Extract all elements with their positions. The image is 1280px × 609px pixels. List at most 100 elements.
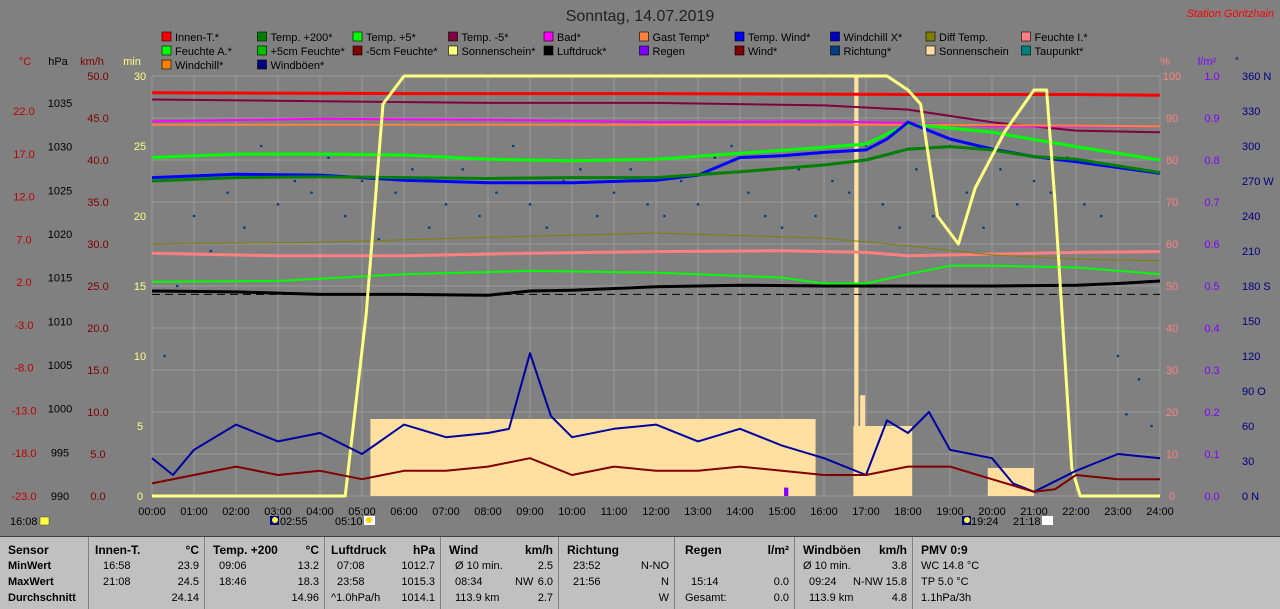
time-tick: 11:00: [601, 506, 628, 518]
legend-label: Temp. +200*: [271, 32, 334, 44]
direction-point: [427, 226, 431, 229]
direction-point: [495, 191, 498, 194]
percent-tick: 0: [1169, 491, 1175, 503]
time-tick: 06:00: [390, 506, 418, 518]
direction-point: [209, 249, 213, 253]
direction-point: [629, 168, 633, 171]
time-tick: 19:00: [936, 506, 964, 518]
druck-max-val: 1015.3: [401, 576, 435, 588]
direction-point: [163, 354, 166, 358]
degree-tick: 210: [1242, 246, 1260, 258]
direction-point: [276, 203, 280, 206]
legend-swatch: [1021, 45, 1031, 56]
direction-point: [1137, 378, 1141, 381]
statistics-panel: Sensor MinWert MaxWert Durchschnitt Inne…: [0, 536, 1280, 609]
stats-richtung-header: Richtung: [567, 543, 619, 557]
series-line: [151, 279, 1161, 297]
time-tick: 08:00: [474, 506, 502, 518]
direction-point: [579, 168, 582, 171]
axis-unit-labels: °C hPa km/h min % l/m² °: [19, 56, 1239, 68]
boeen-avg-label: Ø 10 min.: [803, 560, 851, 572]
direction-point: [545, 226, 549, 229]
left-time-label: 16:08: [10, 516, 38, 528]
time-tick: 15:00: [768, 506, 796, 518]
degree-tick: 300: [1242, 141, 1260, 153]
innen-avg-val: 24.14: [171, 592, 199, 604]
time-tick: 07:00: [432, 506, 460, 518]
legend-swatch: [257, 31, 267, 42]
sunrise-time: 05:10: [335, 516, 363, 528]
time-tick: 18:00: [894, 506, 922, 518]
legend-swatch: [830, 45, 840, 56]
line-layer: [151, 74, 1161, 498]
legend-swatch: [161, 59, 172, 70]
wind-max-val: 6.0: [537, 576, 553, 588]
time-tick: 00:00: [138, 506, 166, 518]
direction-point: [663, 214, 666, 218]
direction-point: [612, 191, 616, 194]
legend-label: Regen: [653, 46, 685, 58]
time-tick: 17:00: [852, 506, 880, 518]
time-tick: 22:00: [1062, 506, 1090, 518]
legend-swatch: [448, 31, 458, 42]
hpa-tick: 1010: [48, 316, 72, 328]
direction-point: [394, 191, 397, 194]
legend-swatch: [352, 31, 363, 42]
legend-label: -5cm Feuchte*: [366, 46, 438, 58]
degree-tick: 360 N: [1242, 71, 1271, 83]
kmh-tick: 5.0: [90, 449, 105, 461]
richtung-min-val: N-NO: [640, 560, 669, 572]
stats-temp-header: Temp. +200: [213, 543, 278, 557]
hpa-tick: 1035: [48, 98, 72, 110]
stats-innen: Innen-T. °C 16:58 23.9 21:08 24.5 24.14: [88, 537, 205, 609]
temp-avg-val: 14.96: [291, 592, 319, 604]
pmv-dewpoint: TP 5.0 °C: [921, 576, 969, 588]
percent-tick: 20: [1166, 407, 1178, 419]
direction-point: [444, 203, 448, 206]
legend-swatch: [543, 45, 554, 56]
legend-label: Temp. +5*: [366, 32, 417, 44]
time-tick: 09:00: [516, 506, 544, 518]
degree-tick: 150: [1242, 316, 1260, 328]
unit-celsius: °C: [19, 56, 31, 68]
richtung-max-time: 21:56: [573, 576, 601, 588]
lm2-tick: 0.3: [1204, 365, 1219, 377]
lm2-tick: 0.4: [1204, 323, 1219, 335]
degree-tick: 0 N: [1242, 491, 1259, 503]
direction-point: [478, 214, 481, 218]
percent-tick: 30: [1166, 365, 1178, 377]
legend-label: Richtung*: [844, 46, 892, 58]
direction-point: [377, 238, 381, 241]
x-axis-ticks: 00:00 01:00 02:00 03:00 04:00 05:00 06:00 07:00…: [138, 506, 1174, 518]
weather-chart: Sonntag, 14.07.2019 Station Göritzhain I…: [10, 8, 1274, 528]
legend-label: Temp. Wind*: [748, 32, 811, 44]
wind-mean-val: 2.7: [537, 592, 553, 604]
percent-tick: 70: [1166, 197, 1178, 209]
direction-scatter: [163, 144, 1153, 428]
legend-label: Sonnenschein: [939, 46, 1009, 58]
lm2-tick: 0.7: [1204, 197, 1219, 209]
regen-max-val: 0.0: [773, 576, 789, 588]
legend-swatch: [639, 31, 649, 42]
direction-point: [898, 226, 901, 229]
direction-point: [511, 144, 515, 148]
celsius-tick: 17.0: [13, 149, 34, 161]
hpa-tick: 1015: [48, 273, 72, 285]
temp-min-val: 13.2: [297, 560, 319, 572]
sunshine-bar: [370, 419, 816, 496]
stats-innen-header: Innen-T.: [95, 543, 141, 557]
stats-row-max: MaxWert: [8, 576, 54, 588]
stats-regen: Regen l/m² 15:14 0.0 Gesamt: 0.0: [674, 537, 795, 609]
direction-point: [730, 144, 733, 148]
legend-swatch: [448, 45, 458, 56]
legend-label: +5cm Feuchte*: [271, 46, 346, 58]
direction-point: [528, 203, 532, 206]
degree-tick: 60: [1242, 421, 1254, 433]
sunset-icon: [1042, 516, 1053, 525]
sunshine-bar: [784, 487, 789, 496]
lm2-tick: 0.6: [1204, 239, 1219, 251]
legend-label: Windchill X*: [844, 32, 903, 44]
celsius-tick: -8.0: [15, 363, 34, 375]
wind-distance: 113.9 km: [455, 592, 500, 604]
degree-tick: 270 W: [1242, 176, 1274, 188]
